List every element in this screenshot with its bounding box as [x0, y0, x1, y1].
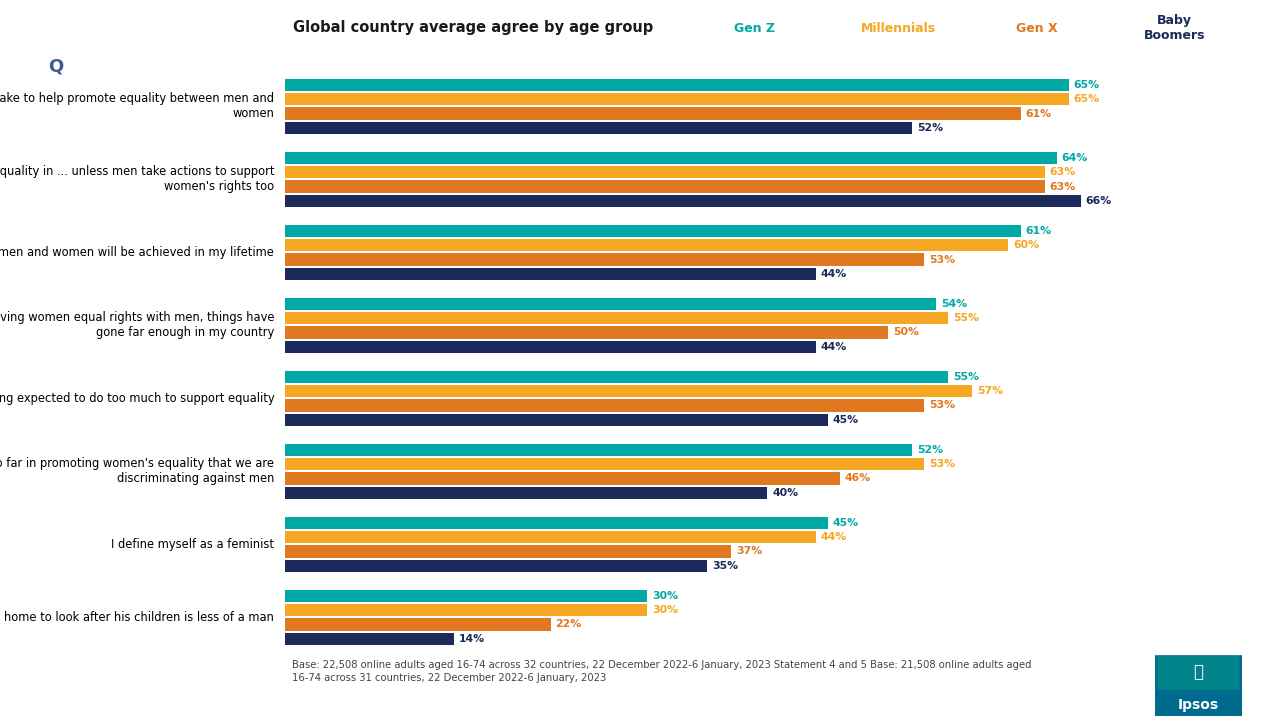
Text: 22%: 22% [556, 619, 581, 629]
Bar [285, 472, 840, 485]
Bar [285, 400, 924, 412]
Text: 52%: 52% [916, 123, 943, 133]
Bar [285, 93, 1069, 105]
Text: 61%: 61% [1025, 109, 1051, 119]
Bar [285, 180, 1044, 193]
Text: 14%: 14% [460, 634, 485, 644]
Text: 45%: 45% [832, 518, 859, 528]
Text: Younger generations tend to be more
optimistic than older generations that
equal: Younger generations tend to be more opti… [28, 342, 244, 471]
FancyBboxPatch shape [24, 32, 88, 101]
Text: 57%: 57% [977, 386, 1004, 396]
Bar [285, 326, 888, 338]
Bar [285, 312, 948, 324]
Text: 55%: 55% [954, 313, 979, 323]
Bar [285, 633, 454, 645]
Text: Below is a list of
statements. For each,
please indicate whether
you strongly di: Below is a list of statements. For each,… [28, 97, 216, 218]
Text: Ipsos: Ipsos [1178, 698, 1219, 712]
Text: 30%: 30% [652, 605, 678, 615]
Text: Global country average agree by age group: Global country average agree by age grou… [293, 19, 654, 35]
Text: 45%: 45% [832, 415, 859, 425]
Text: 60%: 60% [1014, 240, 1039, 250]
Text: 40%: 40% [772, 488, 799, 498]
Bar [285, 458, 924, 470]
Text: 53%: 53% [929, 254, 955, 264]
Text: Gen Z: Gen Z [735, 22, 776, 35]
Text: 54%: 54% [941, 299, 968, 309]
Text: 37%: 37% [736, 546, 763, 557]
Text: Millennials: Millennials [860, 22, 936, 35]
Text: 65%: 65% [1074, 80, 1100, 90]
Text: Gen X: Gen X [1015, 22, 1057, 35]
Text: 63%: 63% [1050, 181, 1075, 192]
Bar [285, 371, 948, 383]
Bar [285, 194, 1080, 207]
Text: 30%: 30% [652, 590, 678, 600]
Text: 53%: 53% [929, 459, 955, 469]
Text: 44%: 44% [820, 532, 847, 542]
Bar [285, 122, 913, 134]
Bar [285, 253, 924, 266]
Bar [285, 297, 936, 310]
Bar [285, 604, 646, 616]
Text: 46%: 46% [845, 474, 870, 483]
Bar [285, 239, 1009, 251]
Bar [285, 516, 828, 529]
Text: 61%: 61% [1025, 226, 1051, 235]
Bar [285, 414, 828, 426]
Bar [285, 341, 815, 353]
Text: 63%: 63% [1050, 167, 1075, 177]
Bar [285, 444, 913, 456]
Bar [285, 487, 768, 499]
Bar [285, 385, 973, 397]
Bar [285, 559, 708, 572]
Text: Baby
Boomers: Baby Boomers [1144, 14, 1206, 42]
Bar [285, 152, 1057, 164]
Bar [285, 590, 646, 602]
Bar [285, 225, 1020, 237]
Bar [285, 166, 1044, 179]
Text: 44%: 44% [820, 269, 847, 279]
Bar [285, 545, 731, 557]
Text: Base: 22,508 online adults aged 16-74 across 32 countries, 22 December 2022-6 Ja: Base: 22,508 online adults aged 16-74 ac… [292, 660, 1032, 683]
Text: 64%: 64% [1061, 153, 1088, 163]
Text: 35%: 35% [712, 561, 739, 571]
Text: Q: Q [49, 58, 64, 75]
Text: 52%: 52% [916, 445, 943, 455]
Bar [285, 268, 815, 280]
FancyBboxPatch shape [1155, 655, 1242, 716]
Text: 7  –  © Ipsos | International Women's Day 2023: 7 – © Ipsos | International Women's Day … [28, 684, 264, 695]
Bar [285, 78, 1069, 91]
Text: 66%: 66% [1085, 196, 1112, 206]
Text: 65%: 65% [1074, 94, 1100, 104]
Bar [285, 107, 1020, 120]
Text: 🌿: 🌿 [1193, 663, 1203, 681]
FancyBboxPatch shape [1157, 656, 1239, 690]
Text: 44%: 44% [820, 342, 847, 352]
Bar [285, 618, 550, 631]
Text: 50%: 50% [892, 328, 919, 338]
Text: 53%: 53% [929, 400, 955, 410]
Text: 55%: 55% [954, 372, 979, 382]
Bar [285, 531, 815, 544]
